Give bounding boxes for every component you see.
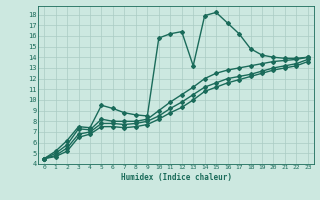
X-axis label: Humidex (Indice chaleur): Humidex (Indice chaleur) — [121, 173, 231, 182]
